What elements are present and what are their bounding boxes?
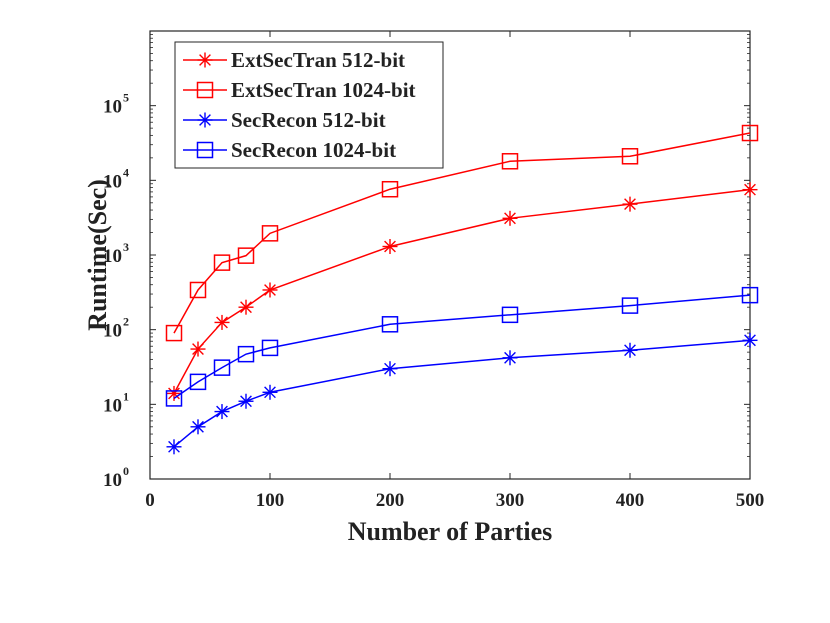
data-point bbox=[238, 393, 254, 409]
star-stroke bbox=[240, 301, 252, 314]
legend-label: SecRecon 512-bit bbox=[231, 108, 386, 132]
y-tick-exponent: 3 bbox=[123, 240, 129, 254]
data-point bbox=[742, 182, 758, 198]
star-stroke bbox=[199, 114, 211, 126]
star-stroke bbox=[199, 54, 211, 66]
legend-star-icon bbox=[197, 112, 213, 128]
y-tick-exponent: 0 bbox=[123, 464, 129, 478]
y-tick-exponent: 5 bbox=[123, 91, 129, 105]
star-stroke bbox=[384, 240, 396, 253]
star-stroke bbox=[240, 395, 252, 408]
data-point bbox=[501, 306, 519, 324]
data-point bbox=[238, 299, 254, 315]
star-stroke bbox=[624, 344, 636, 357]
data-point bbox=[190, 341, 206, 357]
star-stroke bbox=[744, 183, 756, 196]
data-point bbox=[189, 281, 207, 299]
star-stroke bbox=[168, 387, 180, 400]
star-stroke bbox=[168, 440, 180, 453]
x-tick-label: 400 bbox=[616, 490, 645, 511]
data-point bbox=[741, 286, 759, 304]
star-stroke bbox=[384, 362, 396, 375]
legend-square-icon bbox=[196, 141, 214, 159]
data-point bbox=[262, 384, 278, 400]
data-point bbox=[381, 180, 399, 198]
data-point bbox=[261, 225, 279, 242]
legend: ExtSecTran 512-bit ExtSecTran 1024-bit Sec… bbox=[174, 41, 444, 169]
y-axis-title: Runtime(Sec) bbox=[83, 179, 112, 331]
y-tick-label: 10 bbox=[103, 470, 122, 491]
legend-label: ExtSecTran 1024-bit bbox=[231, 78, 416, 102]
star-stroke bbox=[192, 420, 204, 433]
data-point bbox=[741, 124, 759, 142]
legend-item: SecRecon 512-bit bbox=[183, 108, 386, 132]
data-point bbox=[166, 385, 182, 401]
data-point bbox=[622, 196, 638, 212]
data-point bbox=[214, 314, 230, 330]
series-secrecon-1024-bit bbox=[165, 286, 759, 407]
data-point bbox=[166, 439, 182, 455]
star-stroke bbox=[192, 343, 204, 355]
data-point bbox=[502, 350, 518, 366]
data-point bbox=[621, 297, 639, 314]
legend-label: ExtSecTran 512-bit bbox=[231, 48, 405, 72]
data-point bbox=[742, 332, 758, 348]
data-point bbox=[190, 419, 206, 435]
legend-item: ExtSecTran 512-bit bbox=[183, 48, 405, 72]
y-tick-label: 10 bbox=[103, 97, 122, 118]
legend-star-icon bbox=[197, 52, 213, 68]
legend-item: SecRecon 1024-bit bbox=[183, 138, 396, 162]
x-tick-label: 100 bbox=[256, 490, 285, 511]
x-tick-label: 0 bbox=[145, 490, 155, 511]
legend-square-icon bbox=[196, 81, 214, 99]
data-point bbox=[165, 390, 183, 407]
data-point bbox=[622, 342, 638, 358]
data-point bbox=[237, 345, 255, 363]
star-stroke bbox=[264, 386, 276, 399]
star-stroke bbox=[264, 284, 276, 296]
legend-label: SecRecon 1024-bit bbox=[231, 138, 396, 162]
data-point bbox=[189, 373, 207, 391]
star-stroke bbox=[216, 316, 228, 329]
star-stroke bbox=[624, 198, 636, 211]
x-tick-label: 200 bbox=[376, 490, 405, 511]
series-extsectran-512-bit bbox=[166, 182, 758, 401]
data-point bbox=[621, 148, 639, 165]
y-tick-exponent: 2 bbox=[123, 315, 129, 329]
series-extsectran-1024-bit bbox=[165, 124, 759, 342]
data-point bbox=[213, 254, 231, 271]
series-line bbox=[173, 132, 751, 334]
data-point bbox=[262, 282, 278, 298]
y-tick-label: 10 bbox=[103, 395, 122, 416]
x-axis-title: Number of Parties bbox=[348, 517, 553, 546]
data-point bbox=[502, 210, 518, 226]
y-tick-label: 10 bbox=[103, 171, 122, 192]
y-tick-label: 10 bbox=[103, 246, 122, 267]
y-tick-label: 10 bbox=[103, 321, 122, 342]
star-stroke bbox=[504, 212, 516, 225]
data-point bbox=[501, 153, 519, 170]
series-layer bbox=[165, 124, 759, 455]
data-point bbox=[382, 238, 398, 254]
data-point bbox=[237, 247, 255, 264]
legend-item: ExtSecTran 1024-bit bbox=[183, 78, 416, 102]
y-tick-exponent: 1 bbox=[123, 389, 129, 403]
x-tick-label: 500 bbox=[736, 490, 765, 511]
x-tick-label: 300 bbox=[496, 490, 525, 511]
star-stroke bbox=[216, 405, 228, 418]
data-point bbox=[381, 316, 399, 333]
data-point bbox=[214, 404, 230, 420]
y-tick-exponent: 4 bbox=[123, 165, 129, 179]
data-point bbox=[213, 359, 231, 376]
series-secrecon-512-bit bbox=[166, 332, 758, 455]
legend-box bbox=[174, 41, 444, 169]
star-stroke bbox=[744, 334, 756, 347]
star-stroke bbox=[504, 351, 516, 364]
data-point bbox=[382, 361, 398, 377]
data-point bbox=[165, 324, 183, 342]
data-point bbox=[261, 339, 279, 357]
